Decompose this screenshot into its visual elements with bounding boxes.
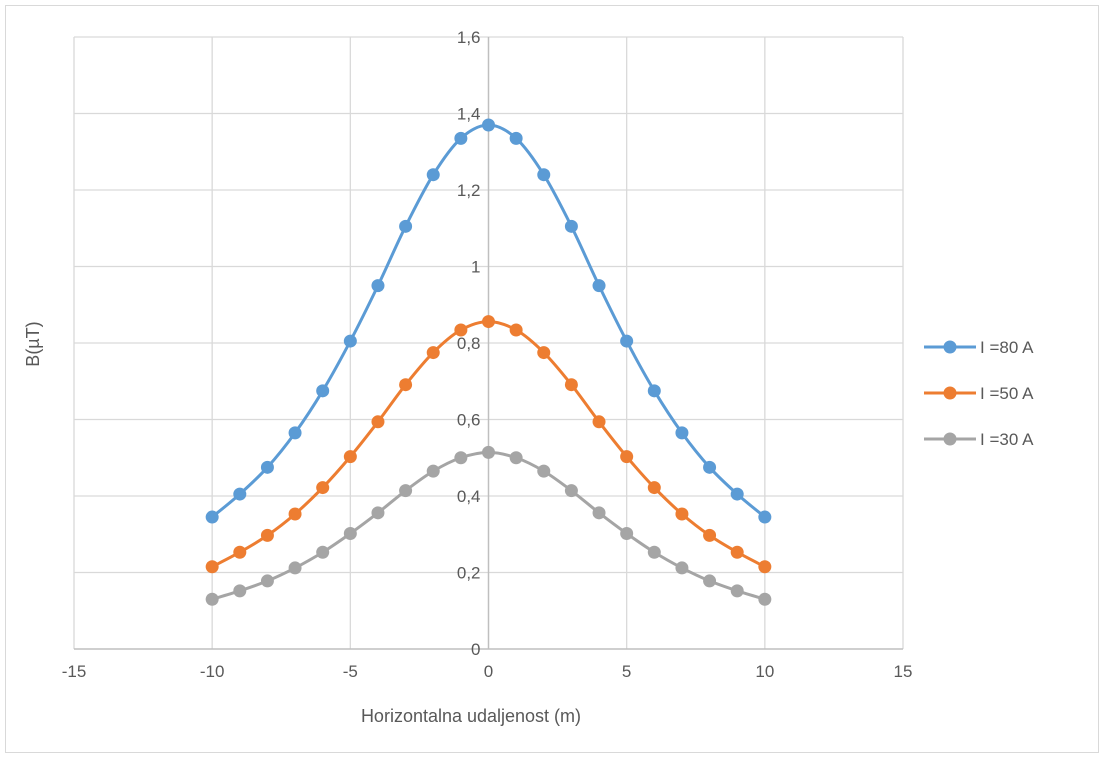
data-point <box>703 528 717 542</box>
data-point <box>399 484 413 498</box>
x-tick-label: 10 <box>755 662 774 681</box>
data-point <box>564 484 578 498</box>
data-point <box>730 584 744 598</box>
data-point <box>399 378 413 392</box>
data-point <box>509 451 523 465</box>
data-point <box>730 487 744 501</box>
legend: I =80 A I =50 A I =30 A <box>924 338 1034 449</box>
x-tick-label: -15 <box>62 662 87 681</box>
data-point <box>233 487 247 501</box>
legend-entry: I =80 A <box>924 338 1034 357</box>
data-point <box>205 510 219 524</box>
data-point <box>758 560 772 574</box>
data-point <box>288 426 302 440</box>
data-point <box>343 526 357 540</box>
data-point <box>316 545 330 559</box>
data-point <box>592 279 606 293</box>
data-point <box>537 346 551 360</box>
data-point <box>260 460 274 474</box>
legend-label: I =30 A <box>980 430 1034 449</box>
legend-entry: I =30 A <box>924 430 1034 449</box>
legend-label: I =80 A <box>980 338 1034 357</box>
x-tick-label: -5 <box>343 662 358 681</box>
data-point <box>426 464 440 478</box>
data-point <box>454 323 468 337</box>
series-1 <box>205 118 772 524</box>
data-point <box>371 506 385 520</box>
data-point <box>371 279 385 293</box>
x-tick-label: -10 <box>200 662 225 681</box>
data-point <box>482 315 495 329</box>
axes <box>74 37 903 650</box>
y-tick-label: 0,6 <box>457 411 481 430</box>
legend-entry: I =50 A <box>924 384 1034 403</box>
y-tick-label: 0,4 <box>457 487 481 506</box>
data-point <box>620 334 634 348</box>
data-point <box>205 592 219 606</box>
y-tick-label: 1,2 <box>457 181 481 200</box>
series-3 <box>205 445 772 606</box>
data-point <box>675 426 689 440</box>
data-point <box>454 451 468 465</box>
y-tick-label: 0,8 <box>457 334 481 353</box>
data-point <box>620 526 634 540</box>
data-point <box>482 445 495 459</box>
legend-marker <box>943 340 957 354</box>
data-point <box>675 561 689 575</box>
data-point <box>647 384 661 398</box>
chart-area: -15 -10 -5 0 5 10 15 0 0,2 0,4 0,6 0,8 1 1,2 1,4 1,6 Ho… <box>5 5 1099 753</box>
data-point <box>316 384 330 398</box>
legend-label: I =50 A <box>980 384 1034 403</box>
data-point <box>592 506 606 520</box>
tick-labels: -15 -10 -5 0 5 10 15 0 0,2 0,4 0,6 0,8 1 1,2 1,4 1,6 <box>62 28 913 681</box>
data-point <box>288 507 302 521</box>
y-tick-label: 1 <box>471 258 480 277</box>
data-point <box>730 545 744 559</box>
data-point <box>620 450 634 464</box>
x-tick-label: 0 <box>484 662 493 681</box>
series-2 <box>205 315 772 574</box>
data-point <box>343 334 357 348</box>
data-point <box>316 481 330 495</box>
y-tick-label: 1,4 <box>457 105 481 124</box>
data-point <box>703 460 717 474</box>
y-axis-title: B(µT) <box>23 321 43 366</box>
series <box>205 118 772 606</box>
data-point <box>233 584 247 598</box>
data-point <box>509 323 523 337</box>
data-point <box>426 168 440 182</box>
data-point <box>482 118 495 132</box>
data-point <box>260 528 274 542</box>
data-point <box>647 545 661 559</box>
data-point <box>260 574 274 588</box>
y-tick-label: 0 <box>471 640 480 659</box>
data-point <box>564 219 578 233</box>
data-point <box>399 219 413 233</box>
line-chart: -15 -10 -5 0 5 10 15 0 0,2 0,4 0,6 0,8 1 1,2 1,4 1,6 Ho… <box>23 28 1034 726</box>
data-point <box>592 415 606 429</box>
data-point <box>537 464 551 478</box>
data-point <box>288 561 302 575</box>
data-point <box>205 560 219 574</box>
data-point <box>703 574 717 588</box>
data-point <box>564 378 578 392</box>
data-point <box>647 481 661 495</box>
data-point <box>675 507 689 521</box>
data-point <box>537 168 551 182</box>
x-tick-label: 5 <box>622 662 631 681</box>
data-point <box>233 545 247 559</box>
data-point <box>454 131 468 145</box>
x-axis-title: Horizontalna udaljenost (m) <box>361 706 581 726</box>
x-tick-label: 15 <box>894 662 913 681</box>
legend-marker <box>943 432 957 446</box>
data-point <box>758 592 772 606</box>
data-point <box>426 346 440 360</box>
data-point <box>758 510 772 524</box>
legend-marker <box>943 386 957 400</box>
data-point <box>509 131 523 145</box>
data-point <box>343 450 357 464</box>
y-tick-label: 1,6 <box>457 28 481 47</box>
y-tick-label: 0,2 <box>457 564 481 583</box>
data-point <box>371 415 385 429</box>
